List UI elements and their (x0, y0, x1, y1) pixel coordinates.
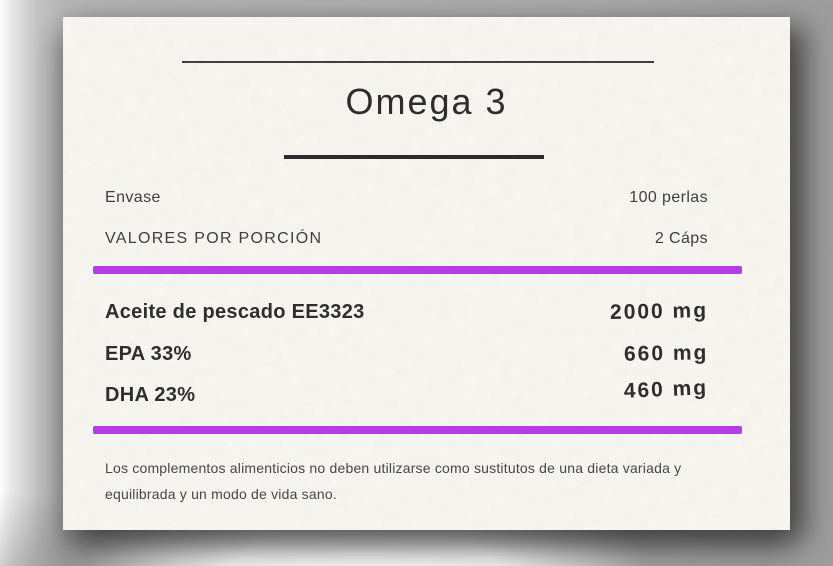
nutrient-amount: 460 mg (622, 376, 709, 403)
meta-row-valores-por-porcion: VALORES POR PORCIÓN 2 Cáps (105, 230, 708, 248)
nutrient-row-epa: EPA 33% 660 mg (105, 341, 709, 366)
accent-divider-top (93, 266, 742, 274)
nutrient-amount: 660 mg (623, 341, 709, 366)
nutrient-name: EPA 33% (105, 343, 192, 365)
meta-label: Envase (105, 189, 161, 206)
disclaimer-text: Los complementos alimenticios no deben u… (105, 460, 682, 502)
product-title: Omega 3 (345, 81, 508, 122)
supplement-label-card: Omega 3 Envase 100 perlas VALORES POR PO… (63, 17, 790, 530)
meta-value: 2 Cáps (654, 230, 708, 247)
title-underline (284, 155, 544, 159)
nutrient-amount: 2000 mg (609, 298, 709, 325)
nutrient-name: Aceite de pescado EE3323 (105, 301, 365, 323)
meta-value: 100 perlas (629, 189, 708, 206)
meta-row-envase: Envase 100 perlas (105, 189, 708, 207)
top-rule (182, 61, 654, 63)
meta-label: VALORES POR PORCIÓN (105, 230, 323, 247)
nutrient-row-fish-oil: Aceite de pescado EE3323 2000 mg (105, 298, 709, 325)
nutrient-name: DHA 23% (105, 384, 196, 406)
accent-divider-bottom (93, 426, 742, 434)
nutrient-row-dha: DHA 23% 460 mg (105, 376, 708, 407)
